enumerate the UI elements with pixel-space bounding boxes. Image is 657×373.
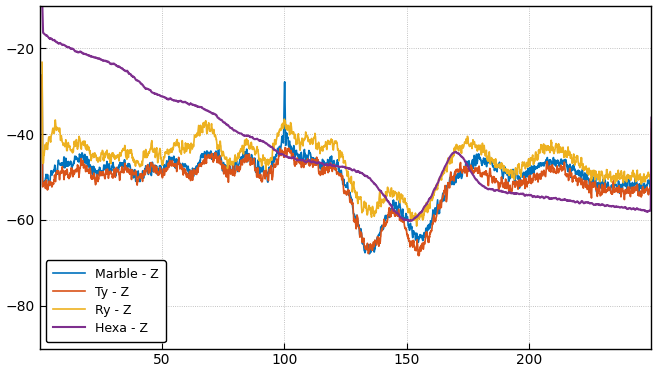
Ry - Z [582,166,590,170]
Ry - Z [648,120,656,125]
Ty - Z [648,131,656,135]
Ty - Z [535,175,543,179]
Marble - Z [560,159,568,163]
Ry - Z [378,197,386,201]
Ry - Z [560,150,568,154]
Ry - Z [413,224,420,228]
Ry - Z [535,148,543,153]
Marble - Z [535,161,543,166]
Hexa - Z [51,38,58,42]
Ty - Z [560,166,568,171]
Hexa - Z [582,200,590,205]
Ry - Z [275,134,283,138]
Marble - Z [648,127,656,131]
Line: Ty - Z: Ty - Z [42,76,652,256]
Line: Ry - Z: Ry - Z [42,62,652,226]
Marble - Z [51,164,58,169]
Hexa - Z [405,219,413,223]
Hexa - Z [648,115,656,120]
Marble - Z [378,223,386,228]
Marble - Z [38,73,46,77]
Marble - Z [582,173,590,178]
Marble - Z [366,251,374,256]
Ry - Z [51,126,58,131]
Ty - Z [415,254,422,258]
Ty - Z [378,228,386,232]
Hexa - Z [535,194,543,199]
Marble - Z [275,148,283,152]
Ty - Z [38,73,46,78]
Ty - Z [582,179,590,184]
Hexa - Z [560,198,568,202]
Line: Marble - Z: Marble - Z [42,75,652,254]
Hexa - Z [378,191,386,195]
Line: Hexa - Z: Hexa - Z [42,0,652,221]
Hexa - Z [275,151,283,155]
Ry - Z [38,60,46,65]
Legend: Marble - Z, Ty - Z, Ry - Z, Hexa - Z: Marble - Z, Ty - Z, Ry - Z, Hexa - Z [46,260,166,342]
Ty - Z [275,157,283,162]
Ty - Z [51,173,58,177]
